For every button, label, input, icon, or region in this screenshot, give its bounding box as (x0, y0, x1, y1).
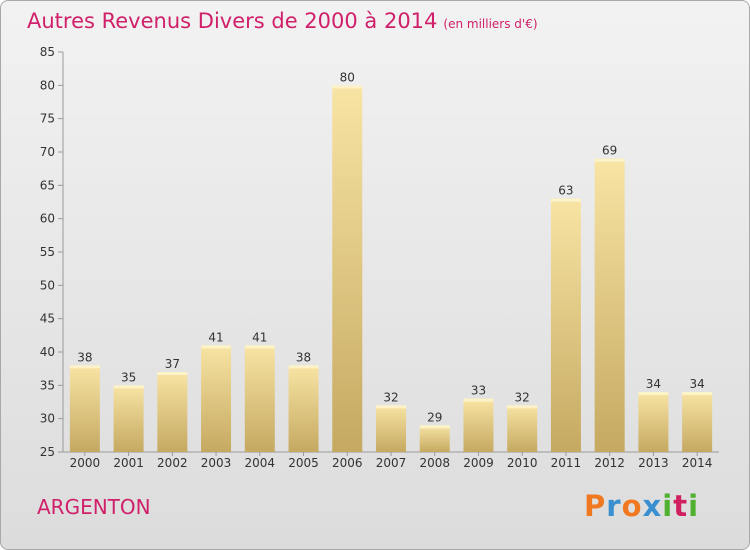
bar-top-highlight (332, 85, 363, 89)
data-label-2004: 41 (252, 330, 267, 344)
bar-2013 (638, 392, 669, 452)
bar-top-highlight (682, 392, 713, 395)
data-label-2006: 80 (340, 70, 355, 84)
x-tick-label: 2008 (419, 456, 450, 470)
x-tick-label: 2002 (157, 456, 188, 470)
bar-2000 (69, 365, 100, 452)
y-tick-label: 25 (40, 445, 55, 459)
x-tick-label: 2003 (201, 456, 232, 470)
bar-top-highlight (550, 198, 581, 202)
bar-2003 (201, 345, 232, 452)
logo-letter: i (662, 489, 674, 523)
bar-2002 (157, 372, 188, 452)
y-tick-label: 65 (40, 178, 55, 192)
bar-2008 (419, 425, 450, 452)
bar-2007 (376, 405, 406, 452)
y-tick-label: 80 (40, 78, 55, 92)
bar-top-highlight (594, 158, 625, 162)
data-label-2013: 34 (646, 377, 661, 391)
y-tick-label: 85 (40, 45, 55, 59)
data-label-2005: 38 (296, 350, 311, 364)
chart-unit: (en milliers d'€) (443, 17, 538, 31)
bar-top-highlight (201, 345, 232, 349)
x-tick-label: 2001 (113, 456, 144, 470)
x-tick-label: 2012 (594, 456, 625, 470)
axes: 25 30 35 40 45 50 55 60 65 70 75 80 85 2000 2001 2002 20… (40, 45, 719, 470)
bar-top-highlight (157, 372, 188, 375)
chart-title: Autres Revenus Divers de 2000 à 2014 (en … (27, 9, 538, 33)
bar-2001 (113, 385, 144, 452)
logo-letter: t (673, 489, 689, 523)
logo-letter: P (584, 489, 607, 523)
data-labels: 38 35 37 41 41 38 80 32 29 33 32 63 69 34 34 (77, 70, 705, 424)
x-tick-label: 2000 (70, 456, 101, 470)
x-tick-label: 2005 (288, 456, 319, 470)
x-tick-label: 2010 (507, 456, 538, 470)
proxiti-logo[interactable]: Proxiti (584, 489, 699, 523)
bar-2006 (332, 85, 363, 452)
data-label-2007: 32 (383, 390, 398, 404)
y-tick-label: 60 (40, 212, 55, 226)
data-label-2014: 34 (689, 377, 704, 391)
bar-2014 (682, 392, 713, 452)
x-tick-label: 2007 (376, 456, 407, 470)
y-tick-label: 55 (40, 245, 55, 259)
y-tick-label: 35 (40, 378, 55, 392)
x-tick-label: 2009 (463, 456, 494, 470)
logo-letter: x (642, 489, 663, 523)
data-label-2012: 69 (602, 144, 617, 158)
logo-letter: i (688, 489, 700, 523)
bar-top-highlight (113, 385, 144, 389)
bar-2005 (288, 365, 319, 452)
bar-top-highlight (244, 345, 275, 349)
bar-2009 (463, 398, 494, 452)
commune-name: ARGENTON (37, 495, 151, 519)
bar-top-highlight (638, 392, 669, 395)
y-tick-label: 75 (40, 112, 55, 126)
bar-2012 (594, 158, 625, 452)
x-tick-label: 2011 (551, 456, 582, 470)
bars (69, 85, 713, 452)
y-tick-label: 70 (40, 145, 55, 159)
data-label-2009: 33 (471, 384, 486, 398)
x-tick-label: 2006 (332, 456, 363, 470)
chart-title-text: Autres Revenus Divers de 2000 à 2014 (27, 9, 438, 33)
bar-top-highlight (419, 425, 450, 429)
bar-top-highlight (507, 405, 538, 409)
bar-2010 (507, 405, 538, 452)
data-label-2003: 41 (208, 330, 223, 344)
bar-top-highlight (463, 398, 494, 402)
data-label-2010: 32 (515, 390, 530, 404)
data-label-2011: 63 (558, 184, 573, 198)
bar-top-highlight (376, 405, 406, 409)
logo-letter: r (606, 489, 622, 523)
x-tick-label: 2014 (682, 456, 713, 470)
bar-top-highlight (69, 365, 100, 369)
y-tick-label: 50 (40, 278, 55, 292)
y-tick-label: 45 (40, 312, 55, 326)
x-tick-label: 2013 (638, 456, 669, 470)
x-tick-label: 2004 (245, 456, 276, 470)
data-label-2001: 35 (121, 370, 136, 384)
data-label-2000: 38 (77, 350, 92, 364)
data-label-2008: 29 (427, 410, 442, 424)
logo-letter: o (621, 489, 643, 523)
data-label-2002: 37 (165, 357, 180, 371)
bar-2011 (550, 198, 581, 452)
bar-top-highlight (288, 365, 319, 369)
y-tick-label: 40 (40, 345, 55, 359)
bar-2004 (244, 345, 275, 452)
y-tick-label: 30 (40, 412, 55, 426)
